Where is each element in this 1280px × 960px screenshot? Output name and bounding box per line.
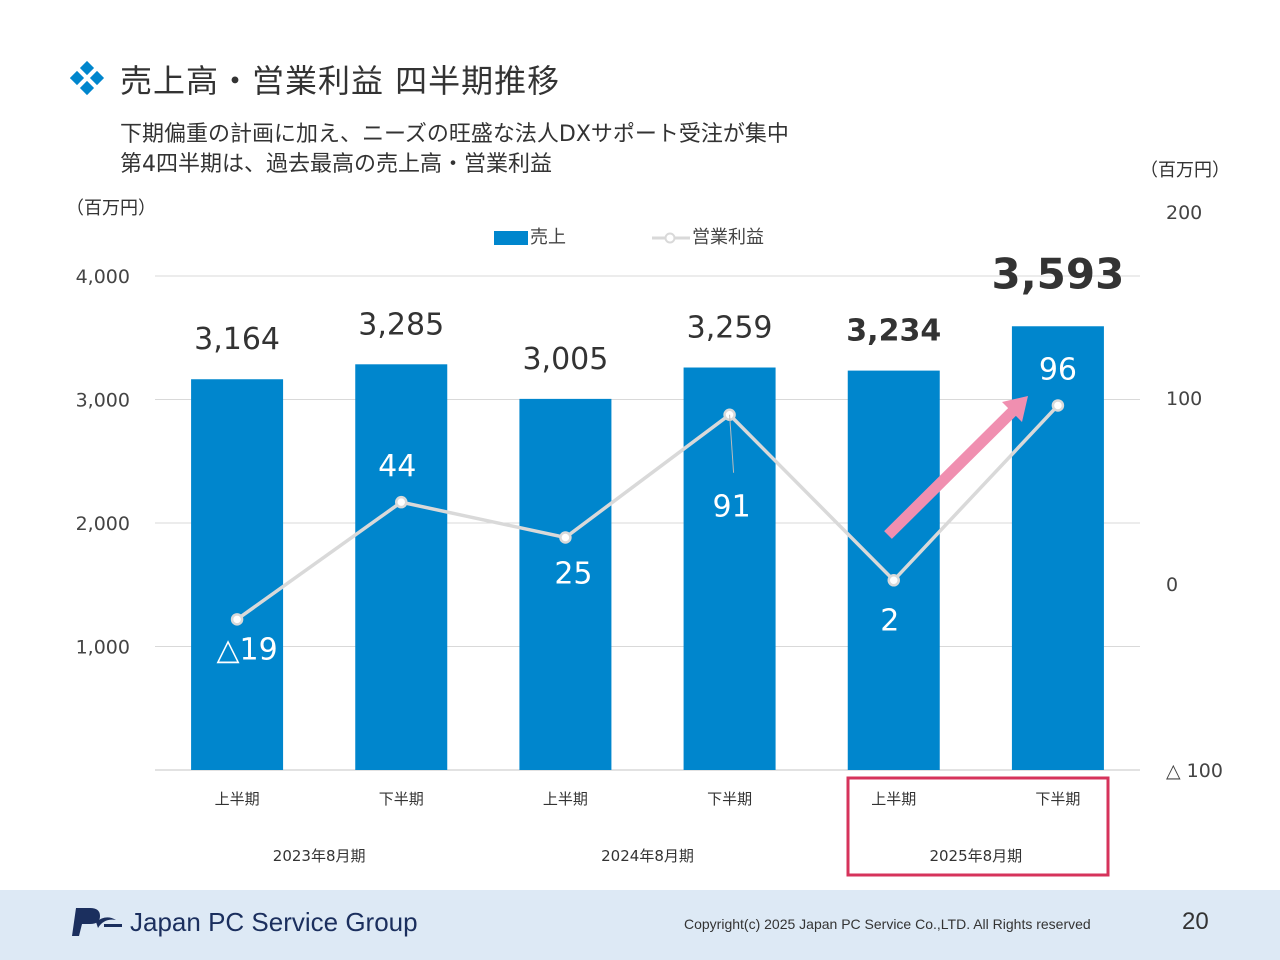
line-marker-profit xyxy=(1051,399,1065,412)
right-tick-label: △ 100 xyxy=(1166,760,1223,782)
subtitle-line-2: 第4四半期は、過去最高の売上高・営業利益 xyxy=(120,152,552,177)
profit-value-label: 44 xyxy=(378,449,416,484)
category-label: 下半期 xyxy=(1035,790,1080,808)
fiscal-year-label: 2025年8月期 xyxy=(929,847,1022,865)
legend-label-sales: 売上 xyxy=(530,227,566,248)
left-tick-label: 2,000 xyxy=(76,513,130,535)
bar-value-label: 3,005 xyxy=(522,342,608,377)
line-marker-profit xyxy=(230,613,244,626)
profit-value-label: 25 xyxy=(554,557,592,592)
left-axis-unit: （百万円） xyxy=(66,198,156,219)
category-label: 上半期 xyxy=(871,790,916,808)
company-name: Japan PC Service Group xyxy=(130,906,418,937)
right-tick-label: 200 xyxy=(1166,202,1202,224)
bar-sales xyxy=(519,398,612,770)
growth-arrow-head xyxy=(1002,396,1028,422)
line-marker-profit xyxy=(887,574,900,587)
legend-swatch-sales xyxy=(494,231,528,245)
company-logo: Japan PC Service Group xyxy=(70,904,418,940)
fiscal-year-label: 2024年8月期 xyxy=(601,847,694,865)
left-tick-label: 1,000 xyxy=(76,637,130,659)
bar-value-label: 3,234 xyxy=(846,314,941,349)
growth-arrow-shaft xyxy=(884,404,1020,539)
right-tick-label: 0 xyxy=(1166,574,1178,596)
profit-value-label: 91 xyxy=(712,490,750,525)
subtitle-line-1: 下期偏重の計画に加え、ニーズの旺盛な法人DXサポート受注が集中 xyxy=(120,122,789,147)
legend-swatch-profit-marker xyxy=(664,232,676,244)
subtitle: 下期偏重の計画に加え、ニーズの旺盛な法人DXサポート受注が集中 第4四半期は、過… xyxy=(120,120,789,180)
bar-sales xyxy=(191,379,284,770)
bar-sales xyxy=(355,364,448,770)
fiscal-year-label: 2023年8月期 xyxy=(273,847,366,865)
category-label: 上半期 xyxy=(543,790,588,808)
page-number: 20 xyxy=(1182,908,1209,935)
bar-sales xyxy=(683,367,776,770)
right-tick-label: 100 xyxy=(1166,388,1202,410)
line-marker-profit xyxy=(559,531,572,544)
bar-sales xyxy=(1011,326,1104,770)
leader-line xyxy=(729,414,735,473)
bar-value-label: 3,259 xyxy=(687,311,773,346)
bar-value-label: 3,593 xyxy=(991,249,1124,298)
bar-value-label: 3,285 xyxy=(358,307,444,342)
right-axis-unit: （百万円） xyxy=(1140,160,1230,181)
copyright: Copyright(c) 2025 Japan PC Service Co.,L… xyxy=(684,916,1091,932)
profit-value-label: 96 xyxy=(1039,352,1077,387)
category-label: 下半期 xyxy=(707,790,752,808)
pc-logo-icon xyxy=(72,908,122,936)
cross-logo-icon xyxy=(70,61,105,96)
highlight-box xyxy=(846,776,1110,877)
profit-value-label: △19 xyxy=(216,632,277,667)
left-tick-label: 4,000 xyxy=(76,266,130,288)
title-row: 売上高・営業利益 四半期推移 xyxy=(70,56,560,102)
category-label: 上半期 xyxy=(215,790,260,808)
page-title: 売上高・営業利益 四半期推移 xyxy=(120,62,561,100)
legend-label-profit: 営業利益 xyxy=(692,227,764,248)
left-tick-label: 3,000 xyxy=(76,390,130,412)
category-label: 下半期 xyxy=(379,790,424,808)
line-marker-profit xyxy=(395,495,408,509)
profit-value-label: 2 xyxy=(880,603,899,638)
sales-profit-chart: （百万円） 1,000 2,000 3,000 4,000 （百万円） △ 100 0 100 2… xyxy=(66,160,1230,877)
footer: Japan PC Service Group Copyright(c) 2025… xyxy=(0,890,1280,960)
bar-value-label: 3,164 xyxy=(194,322,280,357)
line-operating-profit xyxy=(236,404,1060,621)
bar-sales xyxy=(847,370,940,770)
